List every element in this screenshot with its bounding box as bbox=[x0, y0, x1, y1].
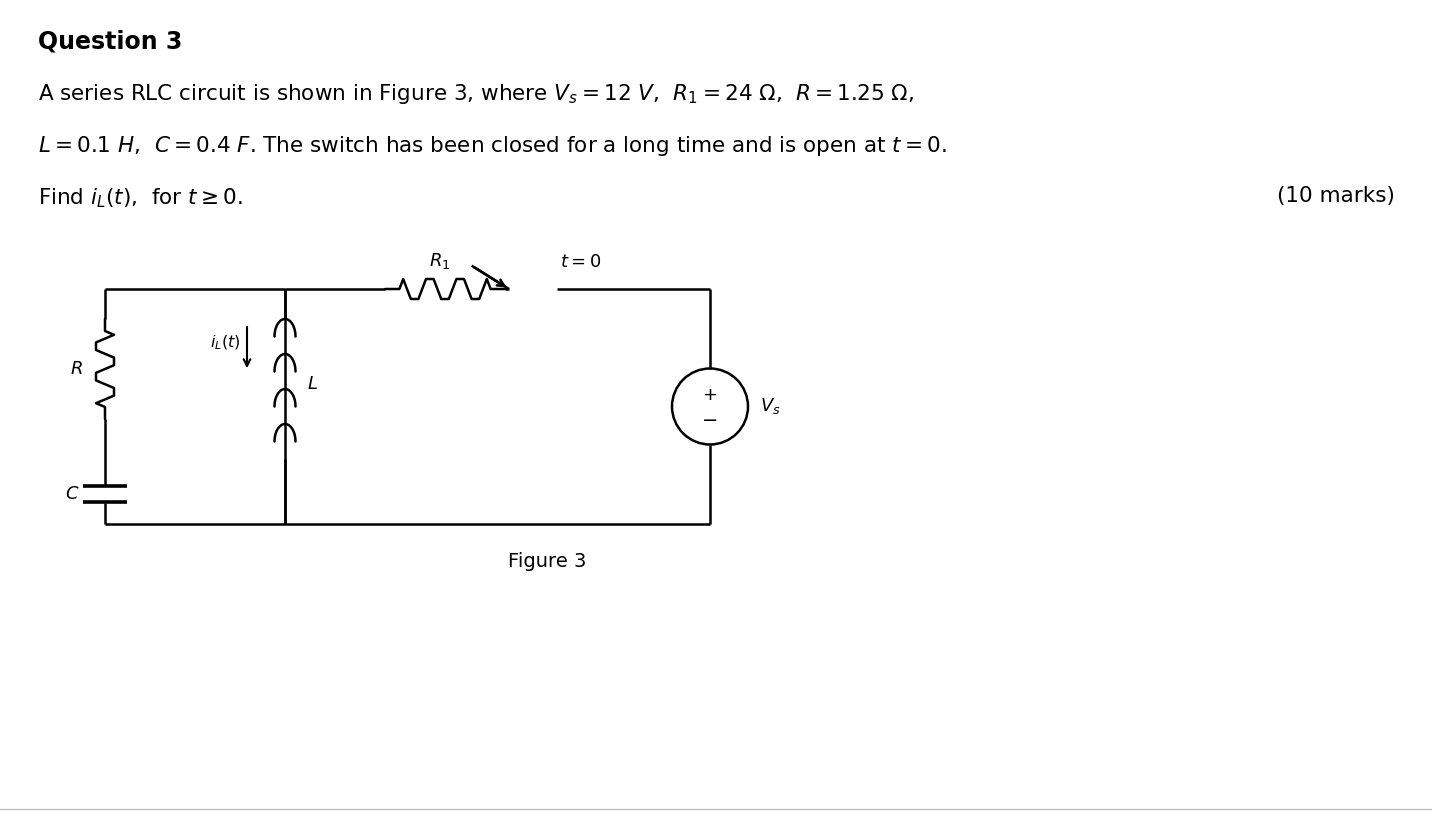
Text: $i_L(t)$: $i_L(t)$ bbox=[211, 333, 241, 352]
Text: Find $i_L(t)$,  for $t \geq 0$.: Find $i_L(t)$, for $t \geq 0$. bbox=[39, 186, 242, 209]
Text: $V_s$: $V_s$ bbox=[760, 396, 780, 416]
Text: −: − bbox=[702, 411, 719, 430]
Text: $R$: $R$ bbox=[70, 360, 83, 378]
Text: (10 marks): (10 marks) bbox=[1277, 186, 1395, 206]
Text: $C$: $C$ bbox=[66, 485, 80, 503]
Text: Figure 3: Figure 3 bbox=[508, 552, 587, 571]
Text: $R_1$: $R_1$ bbox=[430, 251, 451, 271]
Text: A series RLC circuit is shown in Figure 3, where $V_s = 12\ V$,  $R_1 = 24\ \Ome: A series RLC circuit is shown in Figure … bbox=[39, 82, 914, 106]
Text: $t = 0$: $t = 0$ bbox=[560, 253, 601, 271]
Text: +: + bbox=[703, 386, 717, 404]
Text: $L$: $L$ bbox=[306, 375, 318, 393]
Text: Question 3: Question 3 bbox=[39, 29, 182, 53]
Text: $L = 0.1\ H$,  $C = 0.4\ F$. The switch has been closed for a long time and is o: $L = 0.1\ H$, $C = 0.4\ F$. The switch h… bbox=[39, 134, 947, 158]
